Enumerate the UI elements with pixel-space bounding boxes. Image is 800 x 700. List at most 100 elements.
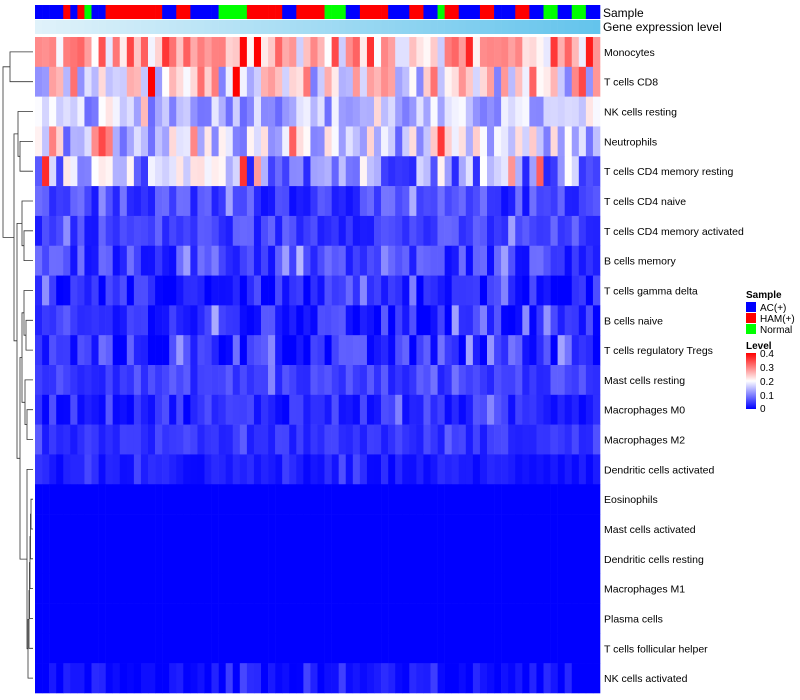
- heatmap-cell: [571, 305, 580, 336]
- heatmap-cell: [98, 514, 106, 545]
- heatmap-cell: [70, 663, 78, 694]
- sample-cell-19: [169, 5, 177, 19]
- heatmap-cell: [119, 633, 128, 664]
- heatmap-cell: [395, 484, 403, 515]
- heatmap-cell: [331, 37, 339, 68]
- heatmap-cell: [494, 633, 502, 664]
- heatmap-cell: [140, 484, 149, 515]
- heatmap-cell: [536, 245, 544, 276]
- sample-cell-57: [437, 5, 445, 19]
- heatmap-cell: [416, 603, 424, 634]
- heatmap-cell: [430, 424, 438, 455]
- heatmap-cell: [416, 126, 424, 157]
- sample-cell-33: [268, 5, 276, 19]
- heatmap-cell: [275, 514, 283, 545]
- heatmap-cell: [381, 663, 389, 694]
- heatmap-cell: [465, 663, 474, 694]
- heatmap-cell: [35, 156, 43, 187]
- heatmap-cell: [98, 543, 106, 575]
- heatmap-cell: [592, 663, 601, 694]
- heatmap-cell: [472, 186, 481, 217]
- sample-cell-3: [56, 5, 64, 19]
- heatmap-cell: [550, 543, 558, 575]
- heatmap-cell: [402, 484, 410, 515]
- dendrogram-branch: [30, 513, 33, 560]
- heatmap-cell: [225, 663, 234, 694]
- heatmap-cell: [310, 37, 318, 68]
- heatmap-cell: [331, 275, 339, 306]
- heatmap-cell: [543, 335, 551, 366]
- heatmap-cell: [282, 454, 290, 485]
- heatmap-cell: [366, 305, 375, 336]
- heatmap-cell: [331, 633, 339, 664]
- heatmap-cell: [550, 365, 558, 396]
- heatmap-cell: [63, 573, 71, 604]
- heatmap-cell: [324, 484, 332, 515]
- heatmap-cell: [211, 424, 219, 455]
- heatmap-cell: [133, 573, 142, 604]
- heatmap-cell: [338, 424, 347, 455]
- heatmap-cell: [508, 156, 516, 187]
- heatmap-cell: [529, 663, 537, 694]
- heatmap-cell: [204, 633, 212, 664]
- sample-cell-56: [430, 5, 438, 19]
- heatmap-cell: [140, 394, 149, 425]
- heatmap-cell: [557, 573, 565, 604]
- heatmap-cell: [56, 633, 64, 664]
- heatmap-cell: [119, 37, 128, 68]
- heatmap-cell: [246, 603, 255, 634]
- heatmap-cell: [218, 156, 226, 187]
- heatmap-cell: [197, 663, 205, 694]
- heatmap-cell: [105, 514, 113, 545]
- dendrogram-branch: [23, 230, 33, 261]
- heatmap-cell: [197, 573, 205, 604]
- heatmap-cell: [338, 394, 347, 425]
- heatmap-cell: [239, 126, 248, 157]
- heatmap-cell: [317, 245, 325, 276]
- heatmap-cell: [388, 156, 396, 187]
- heatmap-cell: [225, 305, 234, 336]
- heatmap-cell: [112, 275, 121, 306]
- heatmap-cell: [70, 365, 78, 396]
- sample-cell-47: [366, 5, 375, 19]
- heatmap-cell: [84, 514, 92, 545]
- level-tick-0.4: 0.4: [760, 349, 774, 360]
- heatmap-cell: [508, 633, 516, 664]
- heatmap-cell: [409, 96, 417, 127]
- heatmap-cell: [465, 305, 474, 336]
- heatmap-cell: [430, 365, 438, 396]
- heatmap-cell: [550, 335, 558, 366]
- heatmap-cell: [395, 66, 403, 97]
- expr-cell-73: [550, 20, 558, 34]
- heatmap-cell: [345, 484, 354, 515]
- sample-cell-75: [564, 5, 573, 19]
- heatmap-cell: [536, 156, 544, 187]
- heatmap-cell: [494, 126, 502, 157]
- heatmap-cell: [352, 245, 361, 276]
- heatmap-cell: [211, 305, 219, 336]
- heatmap-cell: [359, 365, 368, 396]
- sample-cell-55: [423, 5, 431, 19]
- heatmap-cell: [126, 275, 135, 306]
- heatmap-cell: [472, 245, 481, 276]
- heatmap-cell: [508, 484, 516, 515]
- heatmap-cell: [352, 663, 361, 694]
- heatmap-cell: [140, 245, 149, 276]
- heatmap-cell: [218, 573, 226, 604]
- heatmap-cell: [261, 305, 269, 336]
- heatmap-cell: [133, 454, 142, 485]
- heatmap-cell: [317, 573, 325, 604]
- heatmap-cell: [437, 96, 445, 127]
- heatmap-cell: [352, 633, 361, 664]
- sample-cell-66: [501, 5, 509, 19]
- heatmap-cell: [451, 215, 460, 247]
- heatmap-cell: [543, 484, 551, 515]
- heatmap-cell: [472, 573, 481, 604]
- sample-cell-67: [508, 5, 516, 19]
- heatmap-cell: [444, 543, 452, 575]
- heatmap-cell: [155, 394, 163, 425]
- heatmap-cell: [515, 633, 523, 664]
- heatmap-cell: [239, 394, 248, 425]
- heatmap-cell: [49, 186, 57, 217]
- expr-cell-35: [282, 20, 290, 34]
